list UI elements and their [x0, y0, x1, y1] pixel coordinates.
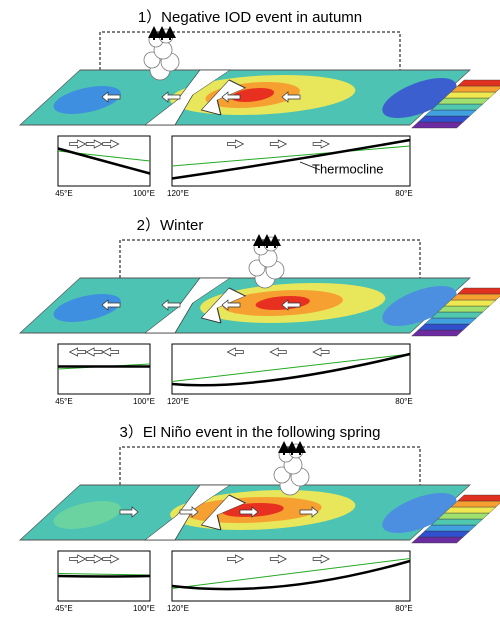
circulation — [99, 31, 403, 76]
cool-region — [53, 86, 121, 114]
current-arrow — [226, 347, 244, 357]
thermocline — [57, 574, 151, 578]
thermocline — [171, 352, 411, 387]
land — [144, 277, 231, 334]
legend-swatch — [411, 329, 464, 337]
thermocline-anomaly — [171, 558, 411, 589]
legend-swatch — [424, 317, 477, 325]
legend-swatch — [450, 85, 500, 93]
legend-swatch — [444, 91, 497, 99]
current-arrow — [269, 139, 288, 149]
current-arrow — [102, 554, 120, 564]
land — [200, 494, 247, 531]
axis-label: 45°E — [55, 604, 72, 613]
wind-arrow — [101, 299, 121, 311]
axis-label: 80°E — [395, 397, 412, 406]
current-arrow — [227, 139, 245, 149]
axis-label: 100°E — [133, 189, 155, 198]
land — [200, 79, 247, 116]
thermocline-anomaly — [171, 353, 411, 382]
legend-swatch — [437, 97, 490, 105]
wind-arrow — [161, 91, 181, 103]
current-arrow — [227, 554, 245, 564]
current-arrow — [69, 139, 87, 149]
legend-swatch — [444, 506, 497, 514]
axis-label: 100°E — [133, 397, 155, 406]
legend-swatch — [457, 79, 500, 87]
wind-arrow — [179, 506, 199, 518]
legend-swatch — [457, 494, 500, 502]
axis-label: 120°E — [167, 397, 189, 406]
wind-arrow — [221, 299, 241, 311]
annotation: Thermocline — [312, 161, 384, 176]
legend-swatch — [424, 524, 477, 532]
leader — [299, 161, 321, 171]
thermocline — [171, 138, 411, 180]
legend-swatch — [450, 293, 500, 301]
sst-map — [18, 277, 500, 337]
sst-map — [18, 69, 500, 129]
legend-swatch — [417, 530, 471, 538]
current-arrow — [312, 554, 330, 564]
panel-title: 3）El Niño event in the following spring — [120, 424, 381, 441]
circulation — [119, 446, 423, 491]
current-arrow — [269, 347, 287, 357]
current-arrow — [69, 554, 87, 564]
legend-swatch — [411, 536, 464, 544]
section-box — [171, 343, 411, 395]
hot-region — [231, 88, 275, 102]
wind-arrow — [281, 299, 301, 311]
legend-swatch — [444, 299, 497, 307]
current-arrow — [312, 139, 330, 149]
legend-swatch — [431, 518, 484, 526]
current-arrow — [101, 347, 120, 357]
current-arrow — [269, 554, 288, 564]
legend-swatch — [450, 500, 500, 508]
cool-region — [382, 286, 457, 326]
wind-arrow — [239, 506, 259, 518]
thermocline-anomaly — [171, 145, 411, 167]
legend-swatch — [411, 121, 464, 129]
wind-arrow — [299, 506, 319, 518]
wind-arrow — [221, 91, 241, 103]
current-arrow — [85, 554, 103, 564]
legend-swatch — [424, 109, 477, 117]
axis-label: 45°E — [55, 189, 72, 198]
axis-label: 120°E — [167, 189, 189, 198]
land — [144, 69, 231, 126]
legend-swatch — [431, 103, 484, 111]
thermocline — [171, 559, 411, 591]
legend-swatch — [417, 115, 471, 123]
wind-arrow — [101, 91, 121, 103]
wind-arrow — [119, 506, 139, 518]
panel-title: 1）Negative IOD event in autumn — [138, 9, 362, 26]
thermocline — [57, 147, 151, 175]
section-box — [171, 550, 411, 602]
legend-swatch — [437, 305, 490, 313]
legend-swatch — [417, 323, 471, 331]
cool-region — [53, 501, 121, 529]
legend-swatch — [431, 311, 484, 319]
current-arrow — [102, 139, 120, 149]
cool-region — [382, 78, 457, 118]
cool-region — [382, 493, 457, 533]
axis-label: 100°E — [133, 604, 155, 613]
panel-title: 2）Winter — [137, 217, 204, 234]
axis-label: 120°E — [167, 604, 189, 613]
axis-label: 80°E — [395, 604, 412, 613]
legend-swatch — [437, 512, 490, 520]
axis-label: 45°E — [55, 397, 72, 406]
land — [200, 287, 247, 324]
axis-label: 80°E — [395, 189, 412, 198]
wind-arrow — [281, 91, 301, 103]
cool-region — [53, 294, 121, 322]
legend-swatch — [457, 287, 500, 295]
current-arrow — [85, 139, 103, 149]
wind-arrow — [161, 299, 181, 311]
current-arrow — [312, 347, 330, 357]
sst-map — [18, 484, 500, 544]
thermocline-anomaly — [57, 573, 151, 576]
